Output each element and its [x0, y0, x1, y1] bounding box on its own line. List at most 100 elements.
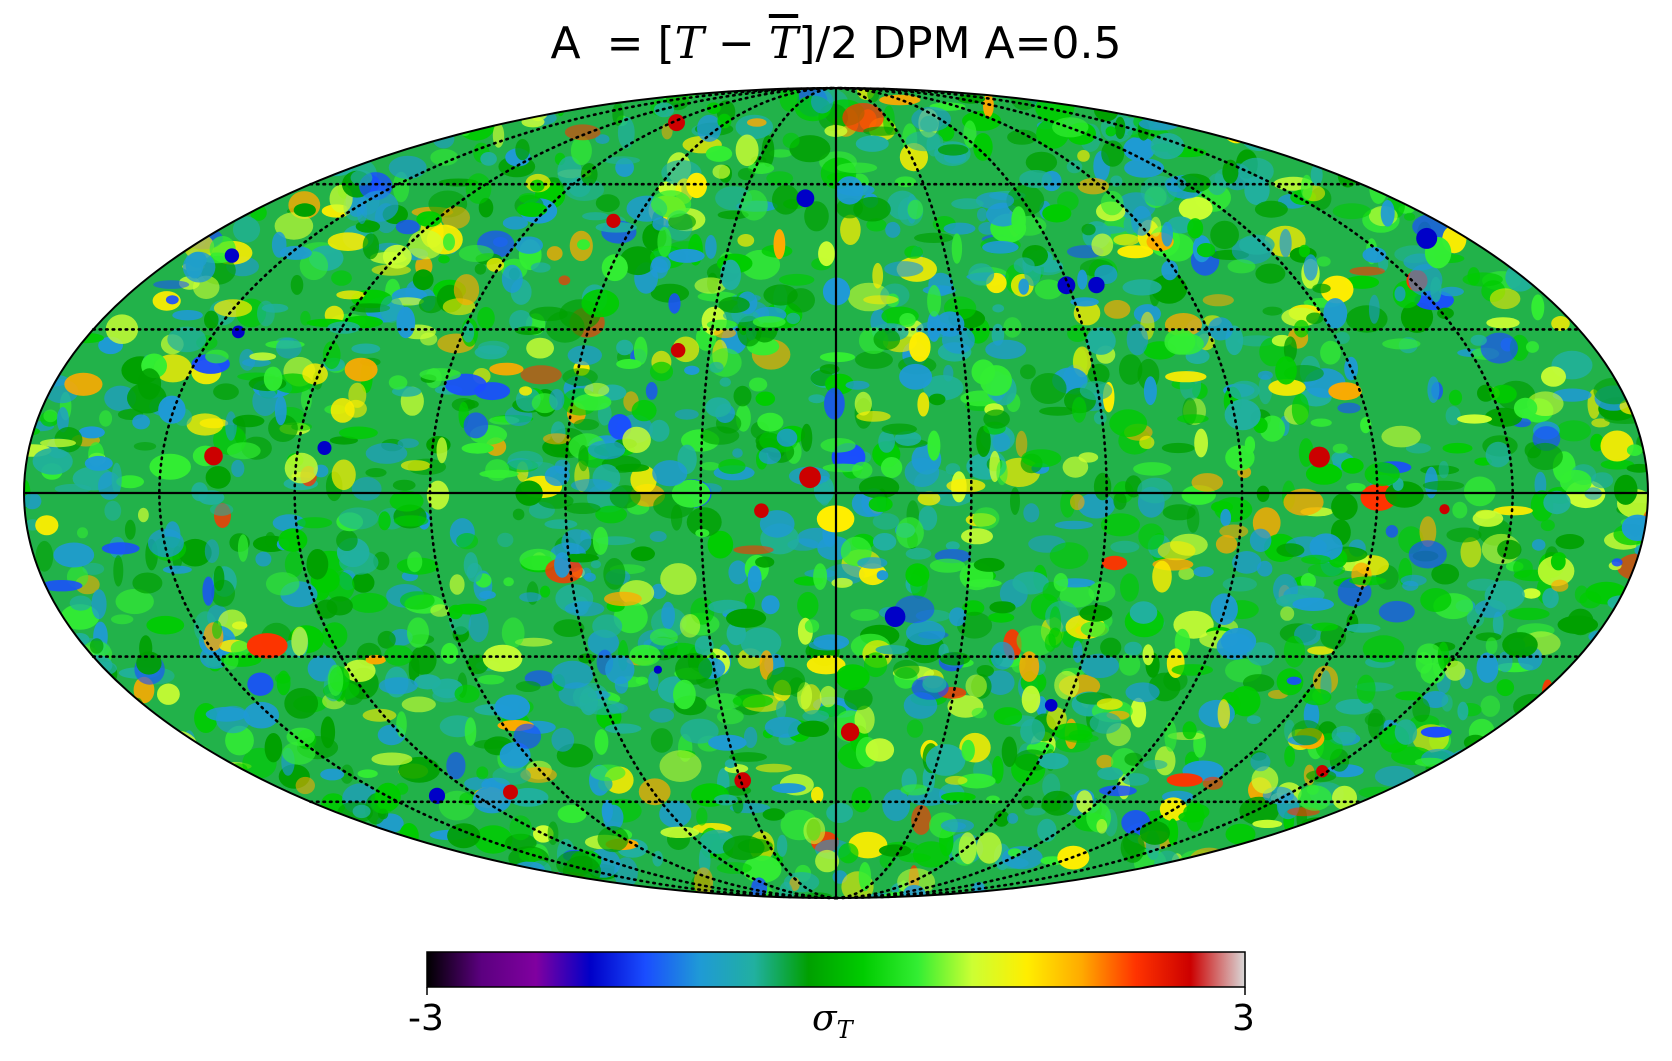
field-patch	[1327, 133, 1349, 143]
field-patch	[1178, 196, 1213, 221]
field-patch	[1254, 200, 1288, 218]
field-patch	[408, 653, 420, 685]
field-patch	[1217, 699, 1231, 729]
field-patch	[717, 708, 744, 725]
field-patch	[1527, 129, 1556, 157]
field-patch	[1472, 510, 1504, 527]
field-patch	[207, 190, 233, 221]
field-patch	[1591, 472, 1614, 489]
field-patch	[1030, 373, 1067, 404]
field-patch	[992, 432, 1011, 452]
field-patch	[1566, 704, 1606, 736]
field-patch	[1196, 243, 1216, 258]
field-patch	[1627, 205, 1648, 221]
field-patch	[37, 703, 69, 722]
field-patch	[1130, 697, 1147, 728]
field-patch	[489, 88, 516, 96]
field-spot	[670, 343, 686, 358]
field-patch	[306, 549, 329, 580]
field-patch	[928, 393, 946, 406]
field-patch	[1283, 635, 1305, 668]
field-patch	[60, 658, 94, 669]
field-patch	[911, 804, 932, 835]
field-patch	[863, 295, 899, 305]
title-tail: ]/2 DPM A=0.5	[798, 18, 1122, 69]
field-patch	[1637, 604, 1648, 626]
field-patch	[178, 184, 202, 216]
field-patch	[24, 643, 49, 661]
field-patch	[247, 672, 274, 696]
field-patch	[1374, 765, 1415, 787]
field-patch	[1119, 354, 1143, 385]
field-patch	[1080, 621, 1110, 637]
field-patch	[348, 88, 377, 109]
field-patch	[72, 752, 89, 766]
field-patch	[327, 321, 361, 334]
field-patch	[1327, 854, 1345, 877]
field-patch	[1617, 106, 1635, 130]
field-patch	[144, 201, 179, 218]
field-patch	[748, 377, 768, 392]
field-patch	[1360, 868, 1397, 898]
field-patch	[24, 722, 35, 750]
field-patch	[1395, 691, 1423, 701]
field-patch	[501, 264, 523, 293]
field-patch	[204, 539, 220, 563]
field-patch	[1473, 112, 1497, 126]
field-patch	[1517, 140, 1533, 166]
field-patch	[546, 246, 563, 261]
field-patch	[217, 884, 245, 898]
field-patch	[1308, 145, 1343, 167]
field-patch	[577, 239, 590, 250]
field-patch	[1420, 726, 1452, 738]
field-patch	[1138, 523, 1165, 550]
field-patch	[332, 876, 348, 898]
field-patch	[992, 304, 1005, 313]
field-patch	[1362, 864, 1378, 881]
field-patch	[82, 562, 105, 575]
field-patch	[1621, 785, 1648, 816]
field-patch	[1595, 770, 1633, 784]
field-patch	[1100, 513, 1140, 537]
field-patch	[1513, 767, 1531, 800]
field-patch	[209, 503, 234, 516]
field-patch	[211, 785, 243, 816]
field-patch	[81, 773, 101, 804]
field-patch	[213, 139, 229, 167]
field-patch	[1304, 139, 1346, 164]
field-patch	[326, 596, 353, 616]
field-patch	[1096, 698, 1123, 710]
field-patch	[1511, 245, 1527, 262]
field-patch	[1323, 833, 1350, 851]
field-patch	[402, 88, 436, 102]
field-patch	[1059, 584, 1095, 608]
field-patch	[389, 490, 424, 512]
field-patch	[1114, 116, 1126, 140]
field-patch	[1583, 144, 1595, 168]
field-patch	[1164, 720, 1177, 752]
field-patch	[158, 395, 186, 424]
field-patch	[34, 840, 70, 863]
field-patch	[854, 391, 872, 416]
field-patch	[1603, 187, 1646, 213]
field-patch	[1602, 668, 1622, 689]
field-patch	[443, 233, 455, 251]
field-patch	[299, 251, 329, 281]
colorbar	[426, 951, 1246, 988]
field-spot	[606, 213, 621, 228]
field-patch	[1077, 269, 1088, 290]
field-patch	[133, 758, 161, 783]
field-patch	[1400, 301, 1434, 333]
field-patch	[1471, 778, 1501, 811]
field-patch	[1393, 795, 1434, 818]
field-patch	[146, 615, 185, 635]
field-patch	[1178, 567, 1195, 580]
field-patch	[68, 323, 84, 342]
field-patch	[1062, 456, 1089, 478]
field-patch	[604, 156, 640, 165]
field-patch	[304, 855, 335, 883]
field-patch	[347, 858, 388, 872]
field-patch	[1348, 856, 1366, 888]
field-patch	[673, 679, 696, 710]
field-patch	[789, 135, 831, 163]
